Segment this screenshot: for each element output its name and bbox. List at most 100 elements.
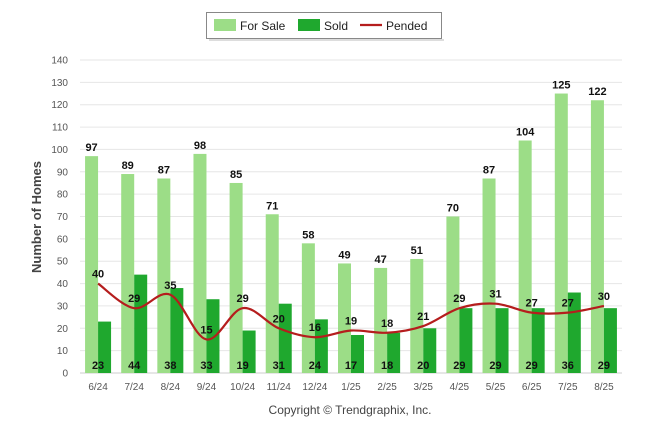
y-tick-label: 110 — [52, 123, 68, 134]
legend-label-for-sale: For Sale — [240, 19, 286, 33]
bar-sold — [387, 332, 401, 373]
bar-for-sale — [410, 258, 424, 373]
pended-value-label: 27 — [562, 298, 574, 310]
for-sale-value-label: 85 — [230, 169, 242, 181]
y-tick-label: 70 — [57, 212, 69, 223]
x-tick-label: 3/25 — [414, 382, 434, 393]
for-sale-value-label: 104 — [516, 126, 535, 138]
for-sale-value-label: 89 — [122, 160, 134, 172]
legend-label-pended: Pended — [386, 19, 427, 33]
bar-sold — [314, 319, 328, 373]
y-tick-label: 10 — [57, 346, 69, 357]
sold-value-label: 38 — [164, 360, 176, 372]
sold-value-label: 36 — [562, 360, 574, 372]
y-axis-title: Number of Homes — [29, 161, 44, 273]
sold-value-label: 20 — [417, 360, 429, 372]
y-tick-label: 100 — [51, 145, 68, 156]
sold-value-label: 33 — [200, 360, 212, 372]
for-sale-value-label: 47 — [375, 254, 387, 266]
for-sale-value-label: 51 — [411, 245, 423, 257]
sold-value-label: 17 — [345, 360, 357, 372]
bar-sold — [459, 308, 473, 373]
y-tick-label: 90 — [57, 167, 69, 178]
legend-box — [206, 12, 442, 39]
x-tick-label: 7/25 — [558, 382, 578, 393]
pended-value-label: 30 — [598, 291, 610, 303]
pended-value-label: 20 — [273, 313, 285, 325]
sold-value-label: 29 — [453, 360, 465, 372]
y-tick-label: 30 — [57, 301, 69, 312]
sold-value-label: 29 — [526, 360, 538, 372]
bar-sold — [351, 334, 364, 373]
pended-value-label: 19 — [345, 316, 357, 328]
bar-sold — [278, 303, 292, 373]
x-tick-label: 8/25 — [594, 382, 614, 393]
x-tick-label: 8/24 — [161, 382, 181, 393]
pended-value-label: 27 — [526, 298, 538, 310]
legend-shadow — [209, 39, 444, 41]
y-axis: 0 10 20 30 40 50 60 70 80 90 100 110 120 130 140 — [51, 56, 68, 380]
bar-sold — [495, 308, 509, 373]
bar-for-sale — [121, 174, 135, 373]
x-tick-label: 2/25 — [377, 382, 397, 393]
legend-swatch-sold — [298, 19, 320, 31]
bar-sold — [603, 308, 617, 373]
for-sale-value-label: 122 — [588, 86, 606, 98]
bar-for-sale — [482, 178, 496, 373]
x-axis: 6/24 7/24 8/24 9/24 10/24 11/24 12/24 1/25 2/25 3… — [88, 382, 614, 393]
pended-value-label: 29 — [453, 293, 465, 305]
pended-value-label: 29 — [128, 293, 140, 305]
x-tick-label: 7/24 — [124, 382, 144, 393]
bar-for-sale — [265, 214, 279, 373]
sold-value-label: 23 — [92, 360, 104, 372]
copyright-text: Copyright © Trendgraphix, Inc. — [269, 403, 432, 417]
x-tick-label: 4/25 — [450, 382, 470, 393]
pended-value-label: 31 — [489, 289, 501, 301]
bar-for-sale — [590, 100, 604, 373]
sold-value-label: 44 — [128, 360, 141, 372]
x-tick-label: 9/24 — [197, 382, 217, 393]
y-tick-label: 80 — [57, 190, 69, 201]
for-sale-value-label: 49 — [338, 249, 350, 261]
pended-line — [97, 282, 605, 341]
y-tick-label: 50 — [57, 257, 69, 268]
y-tick-label: 60 — [57, 234, 69, 245]
sold-value-label: 18 — [381, 360, 393, 372]
pended-value-label: 35 — [164, 280, 176, 292]
bar-for-sale — [446, 216, 460, 373]
pended-line-path — [97, 282, 605, 341]
bars — [85, 93, 617, 374]
sold-value-label: 29 — [598, 360, 610, 372]
bar-for-sale — [374, 267, 388, 373]
y-tick-label: 0 — [62, 369, 68, 380]
data-labels: 97 40 23 89 29 44 87 35 38 98 15 33 85 29 19 71 20 31 58 16… — [85, 80, 610, 372]
sold-value-label: 19 — [236, 360, 248, 372]
sold-value-label: 24 — [309, 360, 322, 372]
bar-sold — [242, 330, 256, 373]
bar-sold — [206, 299, 220, 373]
y-tick-label: 20 — [57, 324, 69, 335]
x-tick-label: 11/24 — [267, 382, 292, 393]
x-tick-label: 12/24 — [302, 382, 327, 393]
sold-value-label: 29 — [489, 360, 501, 372]
pended-value-label: 29 — [236, 293, 248, 305]
sold-value-label: 31 — [273, 360, 285, 372]
x-tick-label: 6/25 — [522, 382, 542, 393]
bar-for-sale — [301, 243, 315, 373]
for-sale-value-label: 87 — [158, 164, 170, 176]
y-tick-label: 120 — [51, 100, 68, 111]
y-tick-label: 40 — [57, 279, 69, 290]
x-tick-label: 6/24 — [88, 382, 108, 393]
bar-for-sale — [554, 93, 568, 374]
legend: For Sale Sold Pended — [206, 12, 444, 41]
bar-for-sale — [518, 140, 532, 373]
pended-value-label: 16 — [309, 322, 321, 334]
legend-label-sold: Sold — [324, 19, 348, 33]
x-tick-label: 1/25 — [341, 382, 361, 393]
for-sale-value-label: 98 — [194, 140, 206, 152]
pended-value-label: 40 — [92, 269, 104, 281]
bar-for-sale — [85, 156, 99, 373]
for-sale-value-label: 87 — [483, 164, 495, 176]
